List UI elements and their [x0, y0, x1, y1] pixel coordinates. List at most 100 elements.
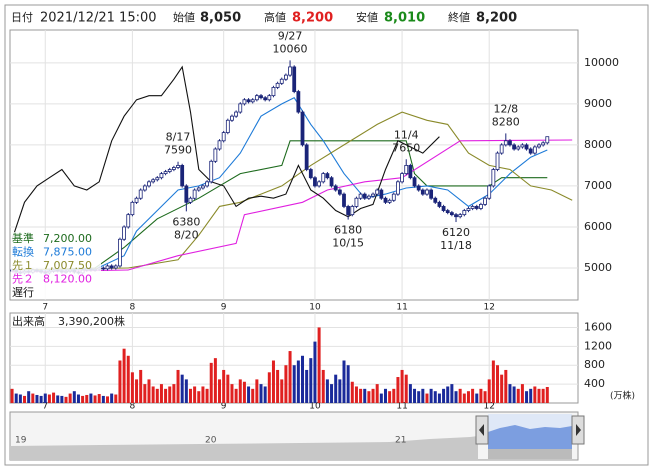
candle-body	[234, 111, 239, 117]
candle-body	[445, 210, 450, 213]
volume-bar	[143, 384, 147, 403]
x-tick-label: 9	[221, 402, 227, 412]
volume-bar	[475, 393, 479, 403]
candle-body	[433, 197, 438, 203]
legend-value: 7,007.50	[43, 259, 92, 272]
candle-body	[429, 189, 434, 199]
header-label: 終値	[448, 10, 470, 24]
handle-arrow	[576, 424, 581, 436]
x-tick-label: 7	[42, 303, 48, 313]
candle-body	[321, 173, 326, 183]
volume-bar	[450, 384, 454, 403]
candle-body	[105, 265, 110, 270]
candle-body	[118, 238, 122, 267]
candle-body	[109, 265, 114, 269]
volume-bar	[27, 391, 31, 403]
volume-bar	[176, 369, 180, 403]
volume-bar	[375, 384, 379, 403]
candle-body	[404, 165, 409, 175]
y-tick-label: 1600	[584, 320, 612, 333]
volume-bar	[545, 386, 549, 403]
volume-bar	[425, 393, 429, 403]
candle-body	[337, 189, 342, 195]
candle-body	[329, 177, 334, 187]
legend-name: 先２	[12, 273, 34, 286]
candle-body	[425, 189, 429, 195]
navigator-label: 19	[15, 436, 27, 446]
volume-bar	[168, 386, 172, 403]
x-tick-label: 8	[130, 303, 136, 313]
candle-body	[400, 173, 404, 183]
volume-bar	[139, 369, 143, 403]
volume-bar	[442, 388, 446, 403]
candle-body	[304, 144, 309, 170]
annotation-date: 9/27	[278, 29, 303, 42]
volume-bar	[10, 388, 14, 403]
candle-body	[350, 206, 355, 216]
annotation-date: 10/15	[332, 237, 364, 250]
volume-bar	[159, 384, 163, 403]
candle-body	[134, 197, 139, 203]
volume-bar	[130, 372, 134, 403]
annotation-price: 7650	[392, 141, 420, 154]
candle-body	[371, 193, 375, 197]
header-close: 8,200	[476, 11, 517, 26]
header-label: 始値	[173, 10, 195, 24]
candle-body	[192, 189, 197, 199]
volume-bar	[251, 388, 255, 403]
volume-bar	[317, 327, 321, 403]
volume-bar	[334, 374, 338, 403]
volume-bar	[487, 379, 491, 403]
candle-body	[267, 95, 272, 101]
volume-bar	[126, 355, 130, 403]
candle-body	[113, 265, 118, 269]
volume-bar	[454, 391, 458, 403]
volume-unit: (万株)	[610, 390, 635, 402]
candle-body	[271, 87, 276, 97]
candle-body	[151, 179, 156, 183]
candle-body	[130, 201, 135, 216]
candle-body	[375, 189, 380, 195]
volume-bar	[383, 388, 387, 403]
annotation-price: 6180	[334, 224, 362, 237]
volume-bar	[305, 369, 309, 403]
candle-body	[230, 115, 234, 121]
annotation-price: 6380	[172, 215, 200, 228]
navigator-scrollbar[interactable]	[488, 449, 572, 459]
header: 日付 2021/12/21 15:00 始値 8,050 高値 8,200 安値…	[11, 10, 517, 26]
volume-bar	[325, 379, 329, 403]
volume-bar	[520, 384, 524, 403]
volume-bar	[529, 388, 533, 403]
volume-bar	[164, 388, 168, 403]
annotation-date: 8/20	[174, 228, 199, 241]
volume-bar	[81, 395, 85, 403]
candle-body	[466, 208, 471, 211]
candle-body	[225, 119, 230, 133]
candle-body	[317, 181, 322, 187]
candle-body	[238, 103, 243, 113]
volume-bar	[151, 386, 155, 403]
candle-body	[528, 148, 533, 154]
volume-bar	[330, 384, 334, 403]
candle-body	[396, 181, 400, 195]
candle-body	[221, 132, 226, 142]
candle-body	[288, 66, 292, 76]
candle-body	[454, 214, 458, 218]
volume-bar	[288, 351, 292, 403]
candle-body	[387, 199, 392, 203]
volume-bar	[363, 388, 367, 403]
volume-bar	[247, 386, 251, 403]
candle-body	[155, 177, 160, 181]
candle-body	[279, 78, 284, 84]
candle-body	[491, 169, 496, 187]
volume-bar	[101, 395, 105, 403]
volume-bar	[122, 348, 126, 403]
volume-bar	[85, 394, 89, 403]
candle-body	[412, 177, 417, 187]
legend-value: 8,120.00	[43, 273, 92, 286]
candle-body	[147, 181, 151, 187]
volume-bar	[106, 396, 110, 403]
volume-bar	[313, 341, 317, 403]
volume-bar	[446, 386, 450, 403]
candle-body	[462, 210, 467, 216]
